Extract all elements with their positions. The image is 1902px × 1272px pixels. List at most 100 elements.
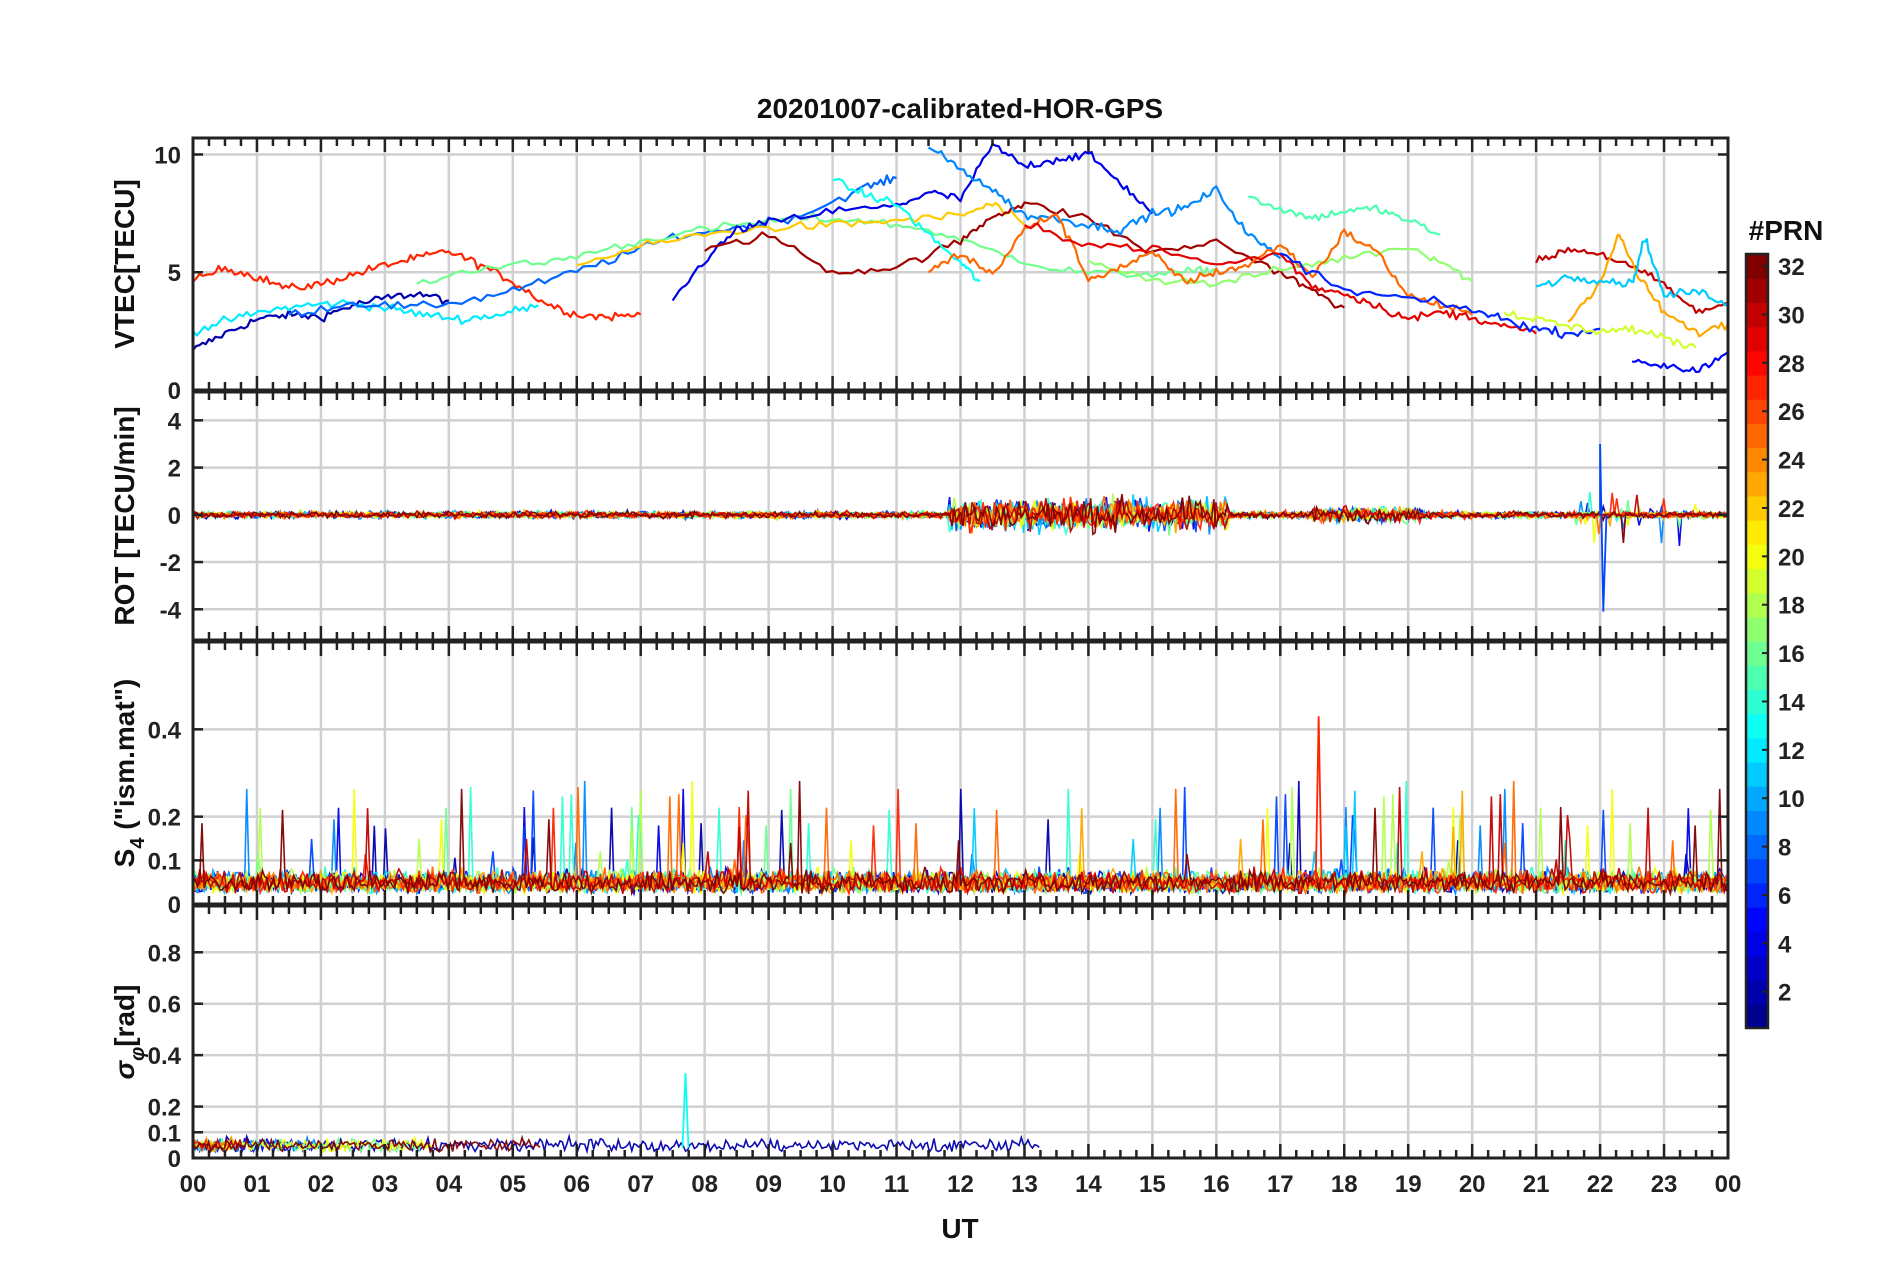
vtec-y-tick-label: 10 — [154, 142, 181, 169]
panel-vtec: 0 5 10 VTEC[TECU] — [109, 136, 1730, 405]
sigma-phi-y-axis-label: σφ[rad] — [109, 985, 149, 1080]
vtec-series-prn-30 — [1535, 246, 1728, 314]
sigma-phi-y-tick-label: 0.6 — [148, 992, 181, 1019]
vtec-series-prn-8 — [288, 174, 897, 317]
colorbar-segment — [1746, 713, 1768, 739]
colorbar-segment — [1746, 520, 1768, 545]
s4-y-tick-label: 0.1 — [148, 848, 181, 875]
x-tick-label: 12 — [947, 1171, 974, 1198]
colorbar-segment — [1746, 979, 1768, 1005]
colorbar-tick-label: 8 — [1778, 835, 1791, 862]
vtec-series-prn-15 — [1248, 195, 1441, 236]
vtec-series-prn-4 — [671, 142, 1154, 302]
sigma-phi-max-peak — [681, 1073, 690, 1148]
vtec-series-prn-23 — [1567, 233, 1728, 338]
x-tick-label: 08 — [691, 1171, 718, 1198]
x-tick-label: 23 — [1651, 1171, 1678, 1198]
colorbar-segment — [1746, 810, 1768, 836]
panel-sigma-phi: 00.10.2 0.4 0.6 0.8 σφ[rad] 00 01 02 03 04 05 06 07 0… — [109, 904, 1742, 1198]
x-tick-label: 18 — [1331, 1171, 1358, 1198]
vtec-series-prn-25 — [927, 213, 1473, 316]
colorbar-tick-label: 24 — [1778, 448, 1805, 475]
s4-y-axis-label: S4 ("ism.mat") — [109, 679, 149, 868]
colorbar-title: #PRN — [1749, 215, 1824, 246]
colorbar-tick-label: 2 — [1778, 980, 1791, 1007]
colorbar-segment — [1746, 1003, 1768, 1029]
colorbar-tick-label: 4 — [1778, 931, 1792, 958]
vtec-y-axis-label: VTEC[TECU] — [109, 179, 140, 349]
x-tick-label: 02 — [308, 1171, 335, 1198]
colorbar-segment — [1746, 326, 1768, 352]
x-tick-label: 06 — [563, 1171, 590, 1198]
colorbar-segment — [1746, 592, 1768, 618]
sigma-phi-y-tick-label: 0.8 — [148, 940, 181, 967]
colorbar-segment — [1746, 568, 1768, 594]
colorbar-segment — [1746, 399, 1768, 424]
x-tick-label: 16 — [1203, 1171, 1230, 1198]
x-tick-label: 09 — [755, 1171, 782, 1198]
rot-y-tick-label: 0 — [168, 503, 181, 530]
colorbar-tick-label: 14 — [1778, 689, 1805, 716]
vtec-series-prn-19 — [1503, 310, 1697, 349]
sigma-phi-y-tick-label: 0 — [168, 1146, 181, 1173]
colorbar-tick-label: 20 — [1778, 544, 1805, 571]
x-tick-label: 00 — [180, 1171, 207, 1198]
vtec-series-prn-13 — [832, 177, 981, 283]
colorbar-segment — [1746, 786, 1768, 811]
s4-max-peak — [1314, 716, 1323, 887]
ylabel-main: σ — [109, 1059, 140, 1079]
vtec-series-prn-9 — [927, 146, 1281, 259]
x-tick-label: 11 — [884, 1171, 909, 1198]
colorbar-segment — [1746, 302, 1768, 328]
vtec-series-prn-2 — [193, 291, 449, 351]
colorbar-tick-label: 6 — [1778, 883, 1791, 910]
vtec-y-tick-label: 5 — [168, 260, 181, 287]
colorbar-segment — [1746, 447, 1768, 473]
s4-ticks — [191, 642, 1730, 906]
colorbar-segment — [1746, 471, 1768, 497]
sigma-phi-series-prn-20 — [193, 1134, 434, 1154]
colorbar-segment — [1746, 761, 1768, 787]
x-tick-label: 20 — [1459, 1171, 1486, 1198]
x-tick-label: 21 — [1523, 1171, 1550, 1198]
rot-y-tick-label: 4 — [168, 408, 182, 435]
x-tick-label: 14 — [1075, 1171, 1102, 1198]
rot-series-prn-32 — [193, 493, 1727, 543]
x-tick-label: 01 — [244, 1171, 271, 1198]
colorbar-tick-label: 18 — [1778, 593, 1805, 620]
colorbar-tick-label: 32 — [1778, 254, 1805, 281]
figure-title: 20201007-calibrated-HOR-GPS — [757, 93, 1163, 124]
x-tick-label: 07 — [627, 1171, 654, 1198]
s4-grid — [193, 642, 1728, 904]
x-tick-label: 13 — [1011, 1171, 1038, 1198]
sigma-phi-grid — [193, 906, 1728, 1158]
colorbar-segment — [1746, 737, 1768, 763]
vtec-series-prn-22 — [576, 201, 1026, 267]
colorbar-tick-label: 12 — [1778, 738, 1805, 765]
s4-y-tick-label: 0 — [168, 892, 181, 919]
vtec-series-prn-5 — [1632, 351, 1728, 374]
rot-data — [193, 443, 1728, 612]
rot-y-tick-label: -2 — [160, 550, 181, 577]
x-tick-label: 10 — [819, 1171, 846, 1198]
sigma-phi-series-prn-32 — [193, 1134, 541, 1154]
colorbar-segment — [1746, 254, 1768, 279]
ylabel-rest: [rad] — [109, 985, 140, 1047]
rot-y-tick-label: 2 — [168, 456, 181, 483]
x-tick-label: 05 — [499, 1171, 526, 1198]
s4-y-tick-label: 0.2 — [148, 805, 181, 832]
ylabel-sub: 4 — [127, 837, 149, 849]
colorbar-segment — [1746, 641, 1768, 666]
sigma-phi-y-tick-label: 0.4 — [148, 1043, 182, 1070]
panel-s4: 0 0.1 0.2 0.4S4 ("ism.mat") — [109, 640, 1730, 919]
colorbar-segment — [1746, 882, 1768, 908]
x-tick-label: 00 — [1715, 1171, 1742, 1198]
colorbar-tick-label: 10 — [1778, 786, 1805, 813]
vtec-series-prn-29 — [1024, 222, 1537, 335]
colorbar-frame — [1744, 252, 1770, 1030]
vtec-grid — [193, 138, 1728, 390]
colorbar-segment — [1746, 955, 1768, 981]
s4-y-tick-label: 0.4 — [148, 717, 182, 744]
